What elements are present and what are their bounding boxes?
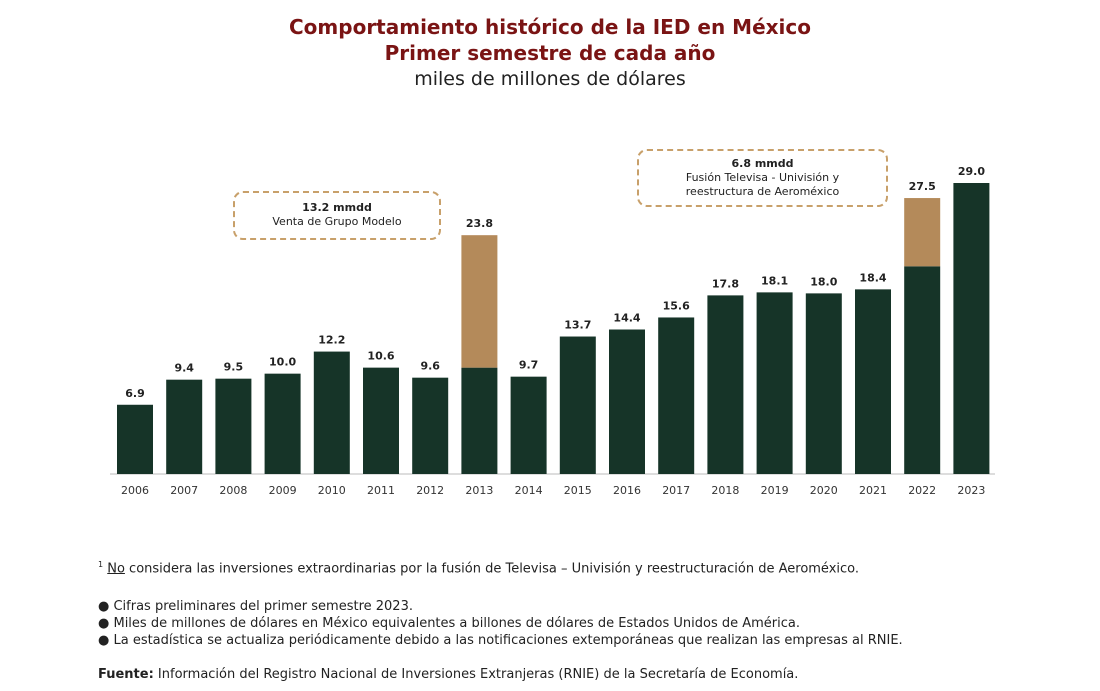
x-tick-2021: 2021 <box>859 484 887 497</box>
annotation-grupo-modelo: 13.2 mmdd Venta de Grupo Modelo <box>233 191 441 240</box>
data-label-2019: 18.1 <box>761 274 788 287</box>
data-label-2011: 10.6 <box>367 350 394 363</box>
x-tick-2016: 2016 <box>613 484 641 497</box>
x-tick-2022: 2022 <box>908 484 936 497</box>
data-label-2014: 9.7 <box>519 359 539 372</box>
bar-2023 <box>953 183 990 474</box>
annotation-televisa: 6.8 mmdd Fusión Televisa - Univisión y r… <box>637 149 888 207</box>
bar-extra-2013 <box>461 235 498 368</box>
data-label-2018: 17.8 <box>712 277 739 290</box>
x-tick-2019: 2019 <box>761 484 789 497</box>
x-tick-2017: 2017 <box>662 484 690 497</box>
bar-2007 <box>166 379 203 474</box>
note-bullet: ● Cifras preliminares del primer semestr… <box>98 599 413 615</box>
annotation-text: Venta de Grupo Modelo <box>272 215 402 228</box>
data-label-2020: 18.0 <box>810 275 837 288</box>
annotation-value: 13.2 mmdd <box>302 201 372 214</box>
x-tick-2020: 2020 <box>810 484 838 497</box>
data-label-2008: 9.5 <box>224 361 244 374</box>
bar-2016 <box>609 329 645 474</box>
bar-2012 <box>412 377 449 474</box>
x-tick-2013: 2013 <box>465 484 493 497</box>
data-label-2017: 15.6 <box>663 299 690 312</box>
data-label-2021: 18.4 <box>859 271 886 284</box>
annotation-value: 6.8 mmdd <box>731 157 794 170</box>
data-label-2010: 12.2 <box>318 334 345 347</box>
data-label-2013: 23.8 <box>466 217 493 230</box>
bar-chart: 6.9 2006 9.4 2007 9.5 2008 10.0 2009 12.2 2010 10.… <box>110 165 995 497</box>
x-tick-2018: 2018 <box>711 484 739 497</box>
bar-2017 <box>658 317 695 474</box>
note-bullet: ● La estadística se actualiza periódicam… <box>98 633 903 649</box>
bar-2018 <box>707 295 744 474</box>
x-tick-2015: 2015 <box>564 484 592 497</box>
x-tick-2009: 2009 <box>269 484 297 497</box>
bar-2011 <box>363 367 399 474</box>
x-tick-2014: 2014 <box>515 484 543 497</box>
x-tick-2010: 2010 <box>318 484 346 497</box>
source-line: Fuente: Información del Registro Naciona… <box>98 667 1058 682</box>
chart-subtitle: Primer semestre de cada año <box>384 41 716 65</box>
data-label-2016: 14.4 <box>613 312 640 325</box>
x-tick-2008: 2008 <box>219 484 247 497</box>
source-label: Fuente: <box>98 667 154 683</box>
x-tick-2006: 2006 <box>121 484 149 497</box>
bar-2009 <box>264 373 301 474</box>
data-label-2012: 9.6 <box>420 360 440 373</box>
data-label-2006: 6.9 <box>125 387 145 400</box>
data-label-2022: 27.5 <box>909 180 936 193</box>
x-tick-2012: 2012 <box>416 484 444 497</box>
bar-2013 <box>461 367 498 474</box>
footnote-text: considera las inversiones extraordinaria… <box>124 561 860 577</box>
footnote-line: 1 No considera las inversiones extraordi… <box>98 560 1058 576</box>
bar-2014 <box>510 376 547 474</box>
data-label-2023: 29.0 <box>958 165 985 178</box>
footnote-underlined: No <box>107 561 125 577</box>
bar-2019 <box>756 292 793 474</box>
bar-2022 <box>904 266 941 474</box>
bar-2010 <box>313 351 350 474</box>
note-bullet: ● Miles de millones de dólares en México… <box>98 616 800 632</box>
data-label-2009: 10.0 <box>269 356 296 369</box>
bar-2006 <box>117 404 153 474</box>
x-tick-2007: 2007 <box>170 484 198 497</box>
data-label-2007: 9.4 <box>174 362 194 375</box>
bar-2015 <box>559 336 596 474</box>
x-tick-2023: 2023 <box>957 484 985 497</box>
bar-2008 <box>215 378 252 474</box>
chart-title: Comportamiento histórico de la IED en Mé… <box>289 15 811 39</box>
chart-units: miles de millones de dólares <box>414 68 686 90</box>
source-text: Información del Registro Nacional de Inv… <box>153 667 799 683</box>
chart-title-block: Comportamiento histórico de la IED en Mé… <box>0 14 1100 92</box>
footnotes: 1 No considera las inversiones extraordi… <box>98 560 1058 682</box>
bar-extra-2022 <box>904 198 941 267</box>
bar-2021 <box>855 289 891 474</box>
x-tick-2011: 2011 <box>367 484 395 497</box>
footnote-mark: 1 <box>98 560 104 569</box>
annotation-text: Fusión Televisa - Univisión y reestructu… <box>685 171 840 198</box>
data-label-2015: 13.7 <box>564 319 591 332</box>
bar-2020 <box>805 293 842 474</box>
